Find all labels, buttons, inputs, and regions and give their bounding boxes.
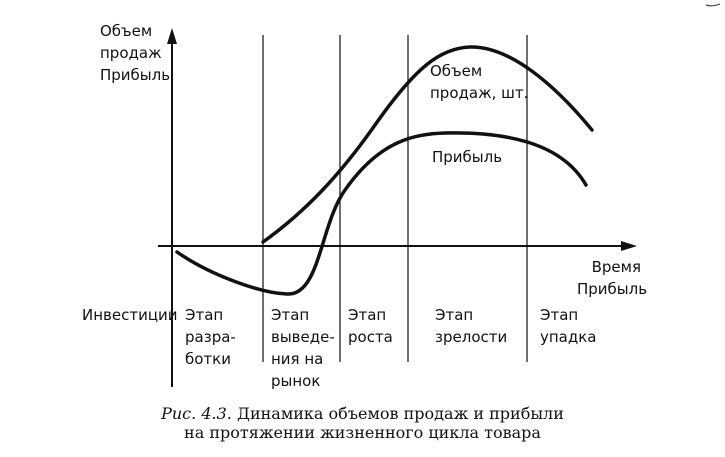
stage-label-line: разра- <box>185 328 236 346</box>
figure-title-line-1: Динамика объемов продаж и прибыли <box>236 404 564 423</box>
stage-development: Этап разра- ботки <box>185 304 236 370</box>
stage-decline: Этап упадка <box>540 304 597 348</box>
y-axis-label-line: продаж <box>100 44 162 62</box>
stage-label-line: ботки <box>185 350 231 368</box>
sales-curve-label: Объем продаж, шт. <box>430 60 528 104</box>
investments-label: Инвестиции <box>82 304 178 326</box>
x-axis-label-line: Время <box>591 258 641 276</box>
stage-introduction: Этап выведе- ния на рынок <box>271 304 335 392</box>
stage-label-line: Этап <box>540 306 579 324</box>
sales-volume-curve <box>261 45 594 244</box>
corner-mark <box>705 3 721 7</box>
figure-caption-line-1: Рис. 4.3. Динамика объемов продаж и приб… <box>0 405 725 423</box>
x-axis-label-line: Прибыль <box>577 280 648 298</box>
sales-curve-label-line: Объем <box>430 62 483 80</box>
stage-label-line: ния на <box>271 350 324 368</box>
y-axis-arrow <box>167 28 177 44</box>
sales-curve-label-line: продаж, шт. <box>430 84 529 102</box>
stage-label-line: роста <box>348 328 393 346</box>
x-axis-arrow <box>621 241 637 251</box>
investments-label-text: Инвестиции <box>82 306 178 324</box>
y-axis-label-line: Прибыль <box>100 66 171 84</box>
figure-title-line-2: на протяжении жизненного цикла товара <box>184 423 541 442</box>
x-axis-label: Время Прибыль <box>577 256 648 300</box>
stage-label-line: Этап <box>435 306 474 324</box>
stage-maturity: Этап зрелости <box>435 304 507 348</box>
figure-caption-line-2: на протяжении жизненного цикла товара <box>0 424 725 442</box>
profit-curve <box>175 131 588 296</box>
profit-curve-label: Прибыль <box>432 146 502 168</box>
stage-growth: Этап роста <box>348 304 393 348</box>
stage-label-line: зрелости <box>435 328 508 346</box>
figure-number: Рис. 4.3. <box>161 404 232 423</box>
stage-label-line: Этап <box>271 306 310 324</box>
stage-label-line: упадка <box>540 328 597 346</box>
stage-label-line: выведе- <box>271 328 335 346</box>
profit-curve-label-text: Прибыль <box>432 148 503 166</box>
y-axis-label-line: Объем <box>100 22 153 40</box>
stage-label-line: рынок <box>271 372 321 390</box>
stage-label-line: Этап <box>185 306 224 324</box>
stage-label-line: Этап <box>348 306 387 324</box>
y-axis-label: Объем продаж Прибыль <box>100 20 170 86</box>
